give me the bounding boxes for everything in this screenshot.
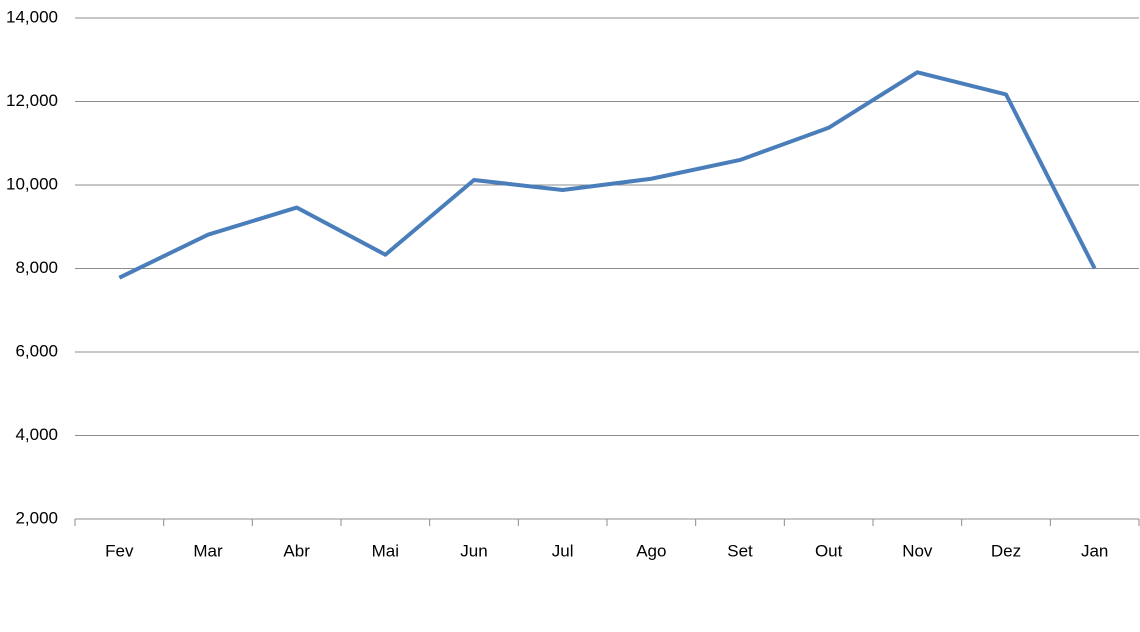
x-tick-label: Abr xyxy=(283,541,310,560)
x-tick-label: Set xyxy=(727,541,753,560)
y-tick-label: 10,000 xyxy=(6,174,58,193)
x-tick-label: Mai xyxy=(372,541,399,560)
line-series xyxy=(118,70,1097,280)
y-tick-label: 8,000 xyxy=(15,258,58,277)
y-tick-label: 14,000 xyxy=(6,7,58,26)
x-tick-label: Out xyxy=(815,541,843,560)
x-tick-label: Mar xyxy=(193,541,223,560)
x-tick-label: Dez xyxy=(991,541,1021,560)
y-tick-label: 6,000 xyxy=(15,341,58,360)
x-tick-label: Jan xyxy=(1081,541,1108,560)
x-tick-label: Nov xyxy=(902,541,933,560)
x-tick-label: Jun xyxy=(460,541,487,560)
y-tick-label: 2,000 xyxy=(15,508,58,527)
y-tick-label: 12,000 xyxy=(6,91,58,110)
x-tick-label: Ago xyxy=(636,541,666,560)
x-tick-label: Jul xyxy=(552,541,574,560)
y-tick-label: 4,000 xyxy=(15,425,58,444)
x-tick-label: Fev xyxy=(105,541,134,560)
